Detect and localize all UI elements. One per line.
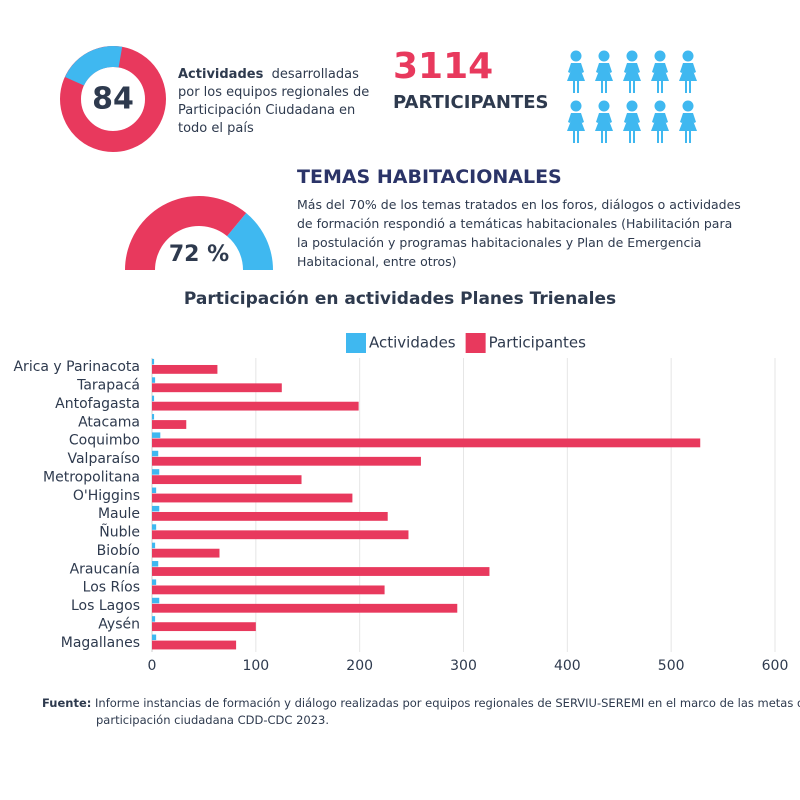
person-icon — [679, 50, 697, 93]
activities-bold: Actividades — [178, 67, 264, 82]
footer-source: Fuente: Informe instancias de formación … — [42, 695, 800, 729]
person-icon — [567, 50, 585, 93]
person-icon — [623, 50, 641, 93]
bar — [152, 487, 157, 494]
activities-count: 84 — [92, 82, 134, 117]
bar — [152, 438, 701, 448]
y-tick-label: Coquimbo — [69, 433, 140, 449]
bar — [152, 603, 458, 613]
x-tick-label: 400 — [554, 658, 581, 674]
topics-text: Más del 70% de los temas tratados en los… — [297, 197, 741, 269]
participants-label: PARTICIPANTES — [393, 92, 549, 113]
y-tick-label: Valparaíso — [67, 451, 140, 467]
participants-count: 3114 — [393, 46, 494, 87]
bar — [152, 469, 160, 475]
bar — [152, 493, 353, 503]
y-tick-label: Los Ríos — [83, 580, 140, 596]
source-label: Fuente: — [42, 696, 92, 710]
y-tick-label: Biobío — [97, 543, 140, 559]
y-tick-label: O'Higgins — [73, 488, 140, 504]
bar — [152, 548, 220, 558]
person-icon — [567, 100, 585, 143]
bar — [152, 358, 155, 365]
y-tick-label: Maule — [98, 506, 140, 522]
gauge-label: 72 % — [169, 242, 229, 267]
bar — [152, 622, 256, 632]
y-tick-label: Magallanes — [61, 635, 140, 651]
y-tick-label: Atacama — [78, 414, 140, 430]
bar — [152, 567, 490, 576]
bar — [152, 542, 156, 549]
activities-description: Actividades desarrolladas por los equipo… — [178, 66, 378, 138]
legend-label: Participantes — [489, 334, 587, 352]
people-icons — [567, 50, 697, 143]
legend-label: Actividades — [369, 334, 456, 352]
x-tick-label: 0 — [148, 658, 157, 674]
person-icon — [595, 50, 613, 93]
y-tick-label: Metropolitana — [43, 469, 140, 485]
source-text: Informe instancias de formación y diálog… — [95, 696, 800, 727]
bar — [152, 420, 187, 429]
bar — [152, 456, 421, 466]
bar — [152, 524, 157, 530]
y-tick-label: Ñuble — [99, 524, 140, 541]
bar — [152, 377, 156, 383]
gauge-rest — [227, 212, 273, 270]
person-icon — [595, 100, 613, 143]
bar — [152, 383, 282, 393]
bar — [152, 432, 161, 438]
person-icon — [623, 100, 641, 143]
y-tick-label: Araucanía — [70, 561, 140, 577]
x-tick-label: 200 — [346, 658, 373, 674]
person-icon — [651, 100, 669, 143]
bar — [152, 511, 388, 521]
bar — [152, 450, 159, 457]
person-icon — [679, 100, 697, 143]
legend-swatch — [465, 333, 486, 353]
bar — [152, 475, 302, 485]
bar — [152, 634, 157, 641]
bar — [152, 414, 155, 420]
bar — [152, 395, 155, 402]
gauge — [125, 196, 273, 270]
x-tick-label: 100 — [242, 658, 269, 674]
y-tick-label: Antofagasta — [55, 396, 140, 412]
bar — [152, 530, 409, 540]
bar — [152, 561, 159, 567]
y-tick-label: Tarapacá — [76, 378, 140, 394]
x-tick-label: 600 — [762, 658, 789, 674]
y-tick-label: Los Lagos — [71, 598, 140, 614]
bar — [152, 640, 237, 650]
bar — [152, 579, 157, 585]
y-tick-label: Aysén — [98, 616, 140, 632]
gauge-value — [125, 196, 247, 270]
activities-text: desarrolladas por los equipos regionales… — [178, 67, 370, 136]
chart-title: Participación en actividades Planes Trie… — [183, 289, 617, 309]
x-tick-label: 300 — [450, 658, 477, 674]
bar — [152, 401, 359, 411]
person-icon — [651, 50, 669, 93]
legend-swatch — [346, 333, 366, 353]
bar — [152, 597, 160, 604]
bar-chart: 0 100 200 300 400 500 600 Arica y Parinacota Tar… — [13, 333, 788, 674]
x-tick-label: 500 — [658, 658, 685, 674]
topics-title: TEMAS HABITACIONALES — [297, 166, 562, 188]
bar — [152, 364, 218, 374]
bar — [152, 585, 385, 595]
bar — [152, 505, 160, 512]
y-tick-label: Arica y Parinacota — [13, 359, 140, 375]
bar — [152, 616, 156, 622]
donut-segment — [65, 46, 123, 86]
